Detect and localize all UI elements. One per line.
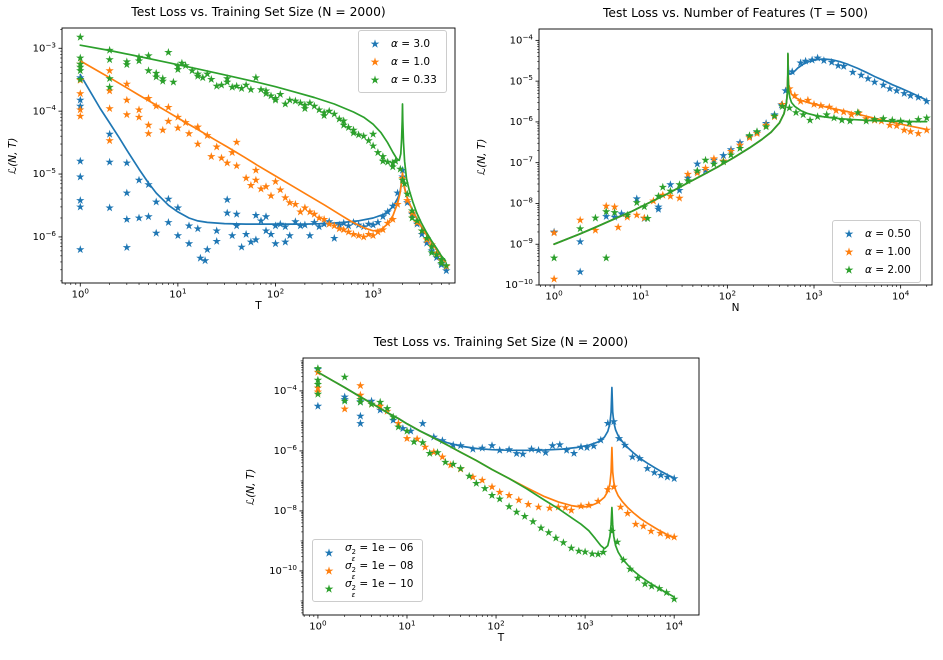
star-marker-icon (370, 74, 380, 84)
legend-label: α = 1.0 (391, 55, 431, 68)
plot-area-num-features: 100 101 102 103 104 10−4 10−5 10−6 10−7 10−8 10−9 1… (505, 28, 933, 303)
svg-text:10−6: 10−6 (274, 443, 298, 457)
legend-item: α = 2.00 (838, 261, 911, 278)
svg-text:101: 101 (169, 286, 186, 300)
plot-area-train-size-alpha: 100 101 102 103 10−3 10−4 10−5 10−6 (33, 27, 456, 301)
svg-text:102: 102 (267, 286, 284, 300)
svg-text:102: 102 (487, 618, 504, 632)
svg-text:10−4: 10−4 (274, 383, 298, 397)
plot-area-train-size-sigma: 100 101 102 103 104 10−4 10−6 10−8 10−10 (269, 357, 700, 633)
svg-text:10−6: 10−6 (33, 229, 57, 243)
svg-text:10−6: 10−6 (510, 114, 534, 128)
star-marker-icon (324, 565, 334, 575)
legend-label: α = 3.0 (391, 37, 431, 50)
svg-text:101: 101 (632, 288, 649, 302)
y-axis-label: ℒ(N, T) (476, 138, 488, 176)
svg-text:10−8: 10−8 (274, 503, 298, 517)
svg-text:10−3: 10−3 (33, 40, 56, 54)
chart-loss-vs-train-size-sigma: 100 101 102 103 104 10−4 10−6 10−8 10−10 Test Lo… (237, 330, 707, 660)
svg-text:10−10: 10−10 (505, 277, 533, 291)
svg-text:10−10: 10−10 (269, 563, 297, 577)
x-axis-label: T (497, 632, 505, 644)
svg-text:10−5: 10−5 (510, 73, 533, 87)
chart-loss-vs-num-features: 100 101 102 103 104 10−4 10−5 10−6 10−7 10−8 10−9 1… (470, 0, 943, 330)
star-marker-icon (370, 56, 380, 66)
chart-title: Test Loss vs. Training Set Size (N = 200… (131, 5, 386, 19)
svg-text:10−7: 10−7 (510, 155, 533, 169)
x-axis-label: N (731, 302, 740, 314)
chart-title: Test Loss vs. Number of Features (T = 50… (602, 6, 869, 20)
svg-text:10−4: 10−4 (33, 103, 57, 117)
svg-text:103: 103 (576, 618, 593, 632)
svg-text:103: 103 (364, 286, 381, 300)
legend-item: α = 1.00 (838, 243, 911, 260)
svg-text:100: 100 (72, 286, 90, 300)
y-axis-label: ℒ(N, T) (245, 468, 257, 505)
legend-item: α = 0.33 (364, 71, 437, 88)
star-marker-icon (324, 547, 334, 557)
svg-text:10−5: 10−5 (33, 166, 56, 180)
star-marker-icon (370, 38, 380, 48)
svg-text:103: 103 (805, 288, 822, 302)
y-axis-label: ℒ(N, T) (7, 137, 19, 174)
svg-text:100: 100 (309, 618, 327, 632)
svg-text:104: 104 (666, 618, 684, 632)
chart-title: Test Loss vs. Training Set Size (N = 200… (373, 335, 629, 349)
legend-label: α = 0.50 (865, 227, 911, 240)
svg-text:102: 102 (719, 288, 736, 302)
legend-label: α = 0.33 (391, 73, 437, 86)
star-marker-icon (844, 246, 854, 256)
svg-text:101: 101 (398, 618, 415, 632)
star-marker-icon (844, 264, 854, 274)
x-axis-label: T (255, 300, 262, 312)
svg-text:100: 100 (545, 288, 563, 302)
star-marker-icon (844, 228, 854, 238)
chart-loss-vs-train-size-alpha: 100 101 102 103 10−3 10−4 10−5 10−6 Test Loss v… (0, 0, 470, 330)
legend-item: α = 1.0 (364, 53, 437, 70)
legend: α = 0.50 α = 1.00 α = 2.00 (832, 220, 921, 283)
legend-label: α = 1.00 (865, 245, 911, 258)
svg-text:10−4: 10−4 (510, 32, 534, 46)
svg-text:104: 104 (892, 288, 910, 302)
svg-text:10−9: 10−9 (510, 236, 534, 250)
legend-item: α = 3.0 (364, 35, 437, 52)
legend-item: α = 0.50 (838, 225, 911, 242)
svg-text:10−8: 10−8 (510, 195, 534, 209)
legend: α = 3.0 α = 1.0 α = 0.33 (358, 30, 447, 93)
star-marker-icon (324, 583, 334, 593)
legend-label: α = 2.00 (865, 263, 911, 276)
